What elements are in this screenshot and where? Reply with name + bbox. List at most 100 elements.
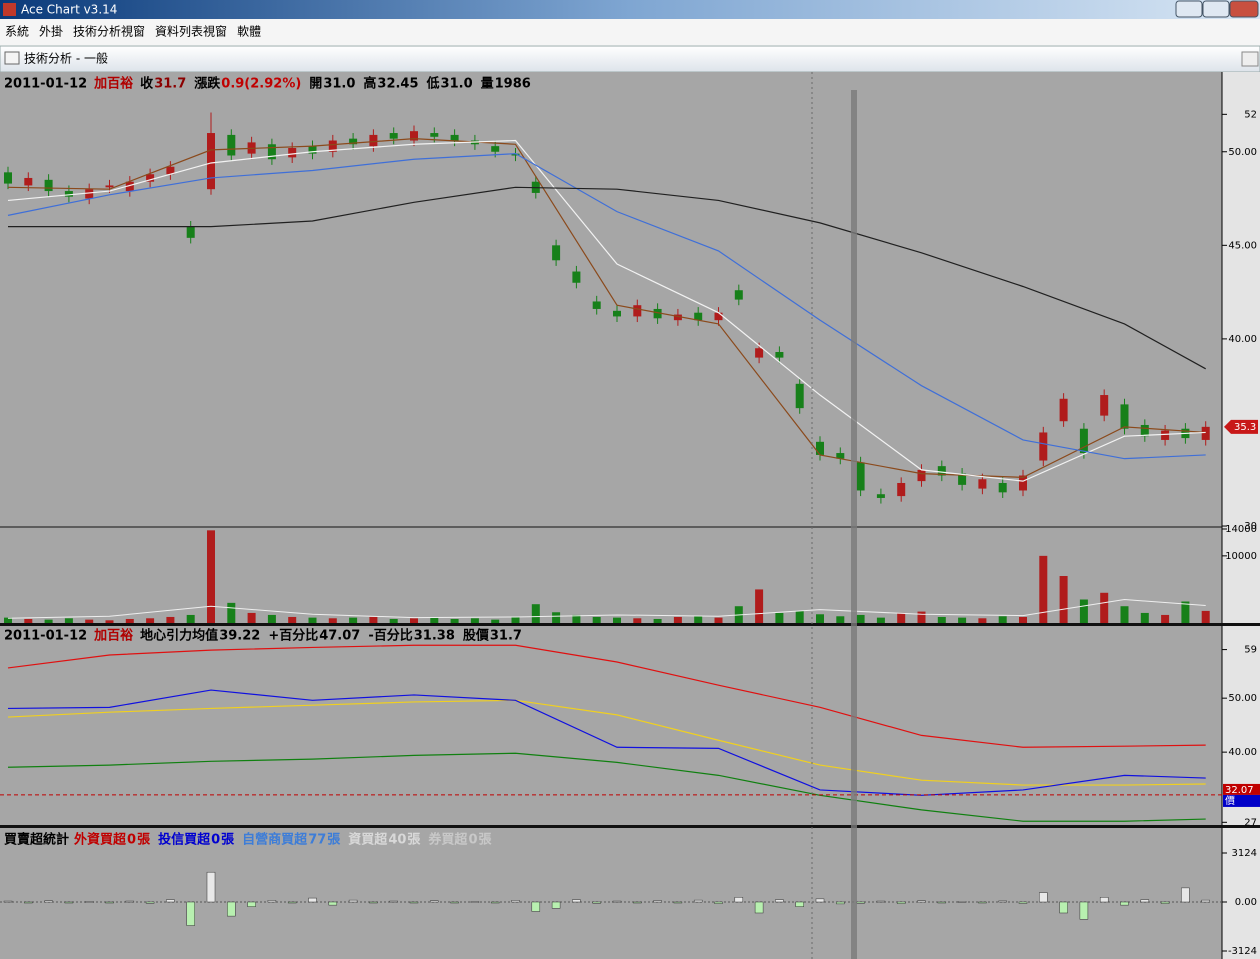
candle-body — [328, 140, 337, 152]
header-unit: 張 — [478, 833, 492, 848]
net-bar — [450, 901, 459, 904]
volume-bar — [267, 614, 276, 623]
volume-bar — [1181, 601, 1190, 623]
candle-body — [897, 482, 906, 497]
volume-bar — [633, 618, 642, 623]
header-label: 高 — [363, 76, 376, 92]
net-bar — [1120, 901, 1129, 906]
line — [7, 752, 1206, 822]
volume-bar — [430, 617, 439, 623]
header-label: 收 — [140, 76, 154, 92]
volume-bar — [552, 612, 561, 623]
y-tick-label: 50.00 — [1228, 693, 1257, 704]
net-bar — [937, 901, 947, 904]
candle-body — [917, 469, 926, 482]
menu-item[interactable]: 資料列表視窗 — [155, 24, 227, 39]
volume-bar — [247, 612, 256, 623]
candle-body — [836, 453, 845, 459]
line — [8, 186, 1206, 370]
header-value: 31.0 — [323, 77, 355, 92]
subwindow-close[interactable] — [1241, 51, 1259, 67]
volume-bar — [998, 616, 1007, 623]
net-bar — [287, 901, 297, 904]
header-value: 31.0 — [441, 77, 473, 92]
candle-body — [734, 290, 743, 300]
volume-bar — [1120, 606, 1129, 623]
candle-body — [775, 351, 784, 358]
header-value: 77 — [308, 833, 326, 848]
candle-body — [1140, 424, 1149, 437]
net-bar — [166, 899, 175, 903]
candle-body — [856, 462, 865, 491]
header-label: -百分比 — [368, 628, 412, 644]
subwindow-title: 技術分析 - 一般 — [24, 51, 108, 66]
net-bar — [693, 899, 703, 903]
plot-area — [0, 72, 1222, 959]
menu-item[interactable]: 系統 — [5, 25, 29, 39]
header-label: 資買超 — [348, 832, 388, 848]
volume-bar — [389, 618, 398, 623]
volume-bar — [613, 617, 621, 623]
volume-bar — [410, 618, 418, 623]
y-tick-label: 50.00 — [1228, 147, 1257, 158]
candle-body — [491, 146, 500, 152]
volume-bar — [897, 612, 906, 623]
menu-item[interactable]: 技術分析視窗 — [73, 24, 145, 39]
reference-label: 32.07 — [1225, 785, 1254, 796]
header-value: 31.7 — [490, 629, 522, 644]
net-bar — [1201, 899, 1210, 903]
candle-body — [694, 312, 703, 321]
candle-body — [186, 226, 195, 238]
net-bar — [612, 900, 622, 903]
volume-bar — [1100, 592, 1109, 623]
header-value: 1986 — [495, 77, 531, 92]
net-bar — [1039, 892, 1048, 903]
panel-divider — [0, 825, 1260, 828]
volume-bar — [673, 616, 682, 623]
axis-strip — [1222, 72, 1260, 959]
y-tick-label: 52 — [1244, 109, 1257, 120]
candle-body — [85, 189, 94, 199]
net-bar — [633, 901, 642, 904]
volume-bar — [146, 618, 155, 623]
volume-bar — [1161, 614, 1170, 623]
candle-body — [1059, 398, 1068, 422]
menu-bar — [0, 19, 1260, 45]
maximize-button[interactable] — [1202, 0, 1230, 18]
net-bar — [470, 901, 480, 903]
price-marker — [1224, 419, 1258, 434]
header-label: 低 — [426, 76, 440, 92]
line — [7, 598, 1206, 619]
header-value: 31.7 — [154, 77, 186, 92]
volume-bar — [836, 616, 845, 623]
candle-body — [288, 148, 297, 158]
minimize-button[interactable] — [1175, 0, 1203, 18]
candle-body — [369, 134, 378, 147]
candle-body — [308, 146, 317, 154]
candle-body — [511, 153, 520, 156]
volume-bar — [125, 618, 134, 623]
net-bar — [348, 899, 358, 903]
menu-item[interactable]: 外掛 — [39, 24, 63, 39]
volume-bar — [775, 612, 784, 623]
cursor-band — [851, 90, 857, 959]
net-bar — [105, 901, 114, 904]
menu-item[interactable]: 軟體 — [237, 24, 261, 39]
close-button[interactable] — [1229, 0, 1259, 18]
candle-body — [978, 479, 987, 489]
header-unit: 張 — [137, 833, 151, 848]
net-bar — [84, 901, 94, 903]
volume-bar — [64, 618, 73, 623]
volume-bar — [1079, 599, 1088, 623]
net-bar — [409, 901, 419, 904]
candle-body — [613, 310, 621, 317]
volume-bar — [328, 618, 337, 623]
net-bar — [369, 901, 378, 904]
net-bar — [714, 901, 723, 904]
line — [7, 138, 1206, 478]
header-value: 0 — [468, 833, 477, 848]
candle-body — [105, 185, 114, 188]
candle-body — [653, 308, 662, 319]
net-bar — [957, 901, 967, 903]
line — [7, 689, 1206, 796]
